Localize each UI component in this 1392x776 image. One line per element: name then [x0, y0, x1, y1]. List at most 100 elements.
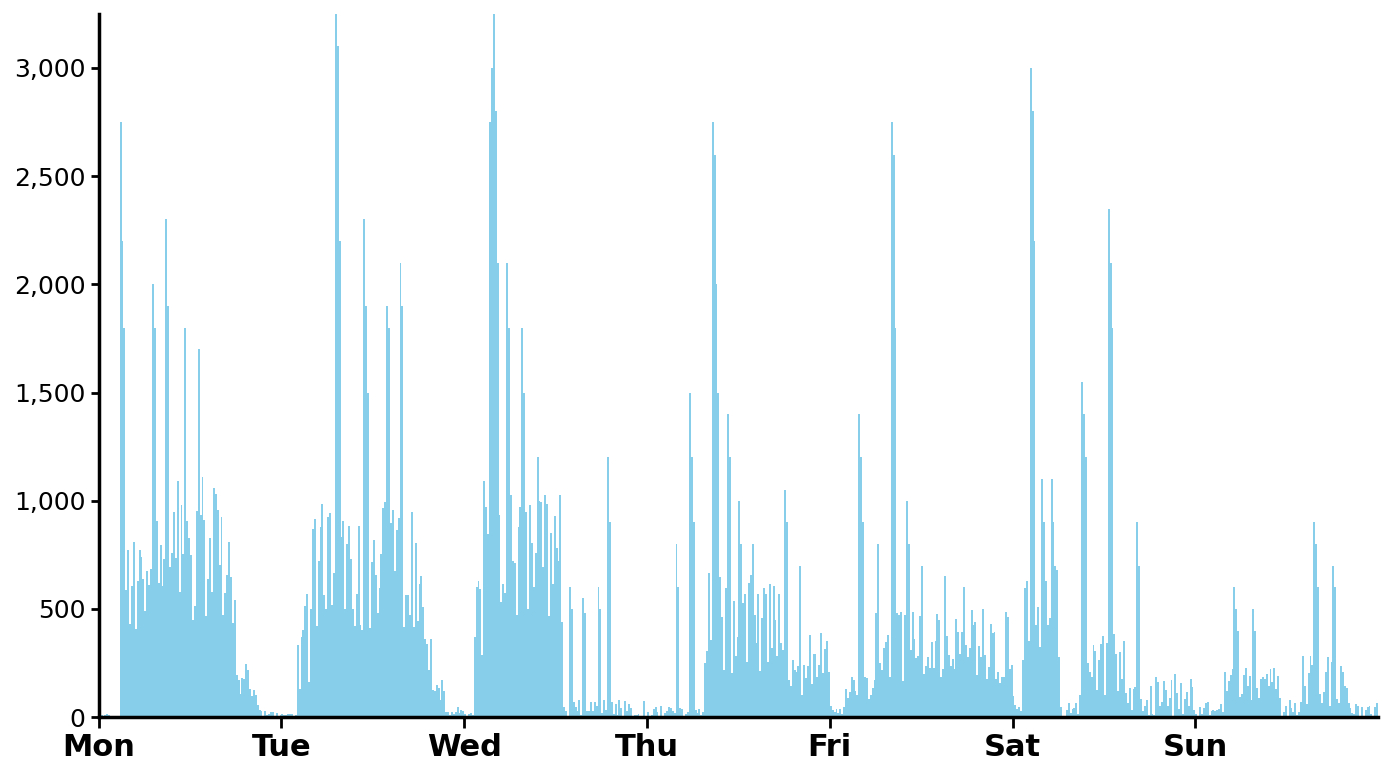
Bar: [1250, 700, 1253, 717]
Bar: [839, 709, 841, 717]
Bar: [798, 666, 799, 717]
Bar: [184, 327, 187, 717]
Bar: [683, 716, 685, 717]
Bar: [1148, 715, 1150, 717]
Bar: [571, 609, 572, 717]
Bar: [784, 490, 786, 717]
Bar: [1076, 702, 1077, 717]
Bar: [732, 601, 735, 717]
Bar: [302, 630, 305, 717]
Bar: [388, 327, 390, 717]
Bar: [161, 586, 163, 717]
Bar: [760, 670, 761, 717]
Bar: [1281, 716, 1283, 717]
Bar: [1169, 698, 1171, 717]
Bar: [1165, 691, 1166, 717]
Bar: [131, 587, 134, 717]
Bar: [167, 306, 170, 717]
Bar: [611, 702, 612, 717]
Bar: [493, 14, 494, 717]
Bar: [160, 545, 161, 717]
Bar: [615, 704, 617, 717]
Bar: [896, 613, 898, 717]
Bar: [290, 714, 291, 717]
Bar: [554, 516, 555, 717]
Bar: [220, 517, 223, 717]
Bar: [594, 702, 596, 717]
Bar: [129, 624, 131, 717]
Bar: [675, 544, 678, 717]
Bar: [1108, 209, 1109, 717]
Bar: [259, 710, 260, 717]
Bar: [720, 577, 721, 717]
Bar: [901, 612, 902, 717]
Bar: [1026, 581, 1027, 717]
Bar: [1295, 703, 1296, 717]
Bar: [931, 642, 933, 717]
Bar: [348, 525, 349, 717]
Bar: [883, 648, 885, 717]
Bar: [1058, 657, 1061, 717]
Bar: [383, 508, 384, 717]
Bar: [948, 656, 949, 717]
Bar: [711, 122, 714, 717]
Bar: [1009, 669, 1011, 717]
Bar: [373, 540, 374, 717]
Bar: [299, 690, 301, 717]
Bar: [555, 549, 558, 717]
Bar: [1239, 697, 1242, 717]
Bar: [509, 495, 512, 717]
Bar: [409, 615, 411, 717]
Bar: [173, 512, 175, 717]
Bar: [597, 587, 600, 717]
Bar: [1119, 652, 1121, 717]
Bar: [786, 522, 788, 717]
Bar: [689, 393, 690, 717]
Bar: [335, 0, 337, 717]
Bar: [856, 695, 859, 717]
Bar: [515, 615, 518, 717]
Bar: [757, 594, 760, 717]
Bar: [362, 629, 363, 717]
Bar: [859, 414, 860, 717]
Bar: [738, 501, 741, 717]
Bar: [1207, 702, 1208, 717]
Bar: [295, 715, 296, 717]
Bar: [450, 715, 451, 717]
Bar: [342, 521, 344, 717]
Bar: [1256, 688, 1258, 717]
Bar: [1084, 458, 1087, 717]
Bar: [564, 708, 565, 717]
Bar: [1004, 677, 1005, 717]
Bar: [1016, 709, 1019, 717]
Bar: [1020, 712, 1022, 717]
Bar: [530, 542, 533, 717]
Bar: [824, 650, 825, 717]
Bar: [699, 708, 700, 717]
Bar: [241, 677, 244, 717]
Bar: [1263, 677, 1264, 717]
Bar: [1126, 703, 1129, 717]
Bar: [670, 708, 672, 717]
Bar: [877, 544, 880, 717]
Bar: [862, 522, 864, 717]
Bar: [1221, 704, 1222, 717]
Bar: [308, 681, 310, 717]
Bar: [458, 713, 461, 717]
Bar: [587, 711, 590, 717]
Bar: [1296, 715, 1299, 717]
Bar: [121, 241, 124, 717]
Bar: [114, 716, 116, 717]
Bar: [483, 481, 486, 717]
Bar: [1289, 700, 1290, 717]
Bar: [923, 674, 926, 717]
Bar: [1356, 704, 1357, 717]
Bar: [323, 595, 326, 717]
Bar: [876, 613, 877, 717]
Bar: [291, 714, 292, 717]
Bar: [777, 656, 778, 717]
Bar: [1082, 382, 1083, 717]
Bar: [940, 677, 942, 717]
Bar: [1171, 680, 1172, 717]
Bar: [1031, 111, 1033, 717]
